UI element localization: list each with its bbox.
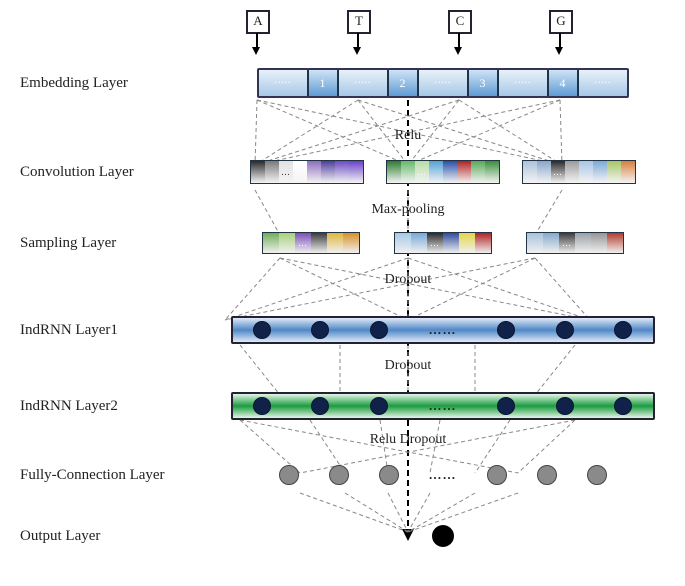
samp-cell	[607, 233, 623, 253]
conv-cell	[251, 161, 265, 183]
fc-node	[329, 465, 349, 485]
fc-node	[487, 465, 507, 485]
label-indrnn1: IndRNN Layer1	[10, 322, 190, 339]
samp-cell	[591, 233, 607, 253]
indrnn-node	[614, 397, 632, 415]
conv-block-1: …	[386, 160, 500, 184]
input-C: C	[448, 10, 472, 34]
samp-block-1: …	[394, 232, 492, 254]
indrnn-node	[497, 321, 515, 339]
label-output: Output Layer	[10, 528, 190, 545]
samp-cell	[311, 233, 327, 253]
label-fc: Fully-Connection Layer	[10, 467, 190, 484]
conv-cell	[443, 161, 457, 183]
conv-cell: …	[551, 161, 565, 183]
op-dropout2: Dropout	[385, 358, 432, 374]
samp-cell	[475, 233, 491, 253]
conv-cell	[349, 161, 363, 183]
samp-cell	[543, 233, 559, 253]
conv-cell: …	[415, 161, 429, 183]
indrnn-node	[311, 397, 329, 415]
input-A: A	[246, 10, 270, 34]
conv-cell	[335, 161, 349, 183]
label-embedding: Embedding Layer	[10, 75, 190, 92]
conv-cell	[321, 161, 335, 183]
samp-cell	[327, 233, 343, 253]
conv-feature-maps: … … …	[250, 160, 636, 184]
label-sampling: Sampling Layer	[10, 235, 190, 252]
conv-cell	[293, 161, 307, 183]
fc-node	[587, 465, 607, 485]
samp-block-0: …	[262, 232, 360, 254]
conv-cell	[457, 161, 471, 183]
samp-cell	[343, 233, 359, 253]
samp-cell	[411, 233, 427, 253]
architecture-diagram: { "inputs": ["A","T","C","G"], "layers":…	[10, 10, 685, 576]
ellipsis: ……	[429, 467, 457, 483]
op-reludrop: Relu Dropout	[370, 432, 447, 448]
indrnn-node	[253, 321, 271, 339]
fc-node	[537, 465, 557, 485]
indrnn-node	[253, 397, 271, 415]
output-node	[432, 525, 454, 547]
conv-block-2: …	[522, 160, 636, 184]
input-T: T	[347, 10, 371, 34]
conv-cell	[471, 161, 485, 183]
indrnn-node	[370, 321, 388, 339]
op-maxpool: Max-pooling	[371, 202, 444, 218]
indrnn-node	[556, 397, 574, 415]
samp-block-2: …	[526, 232, 624, 254]
indrnn-node	[556, 321, 574, 339]
fc-node	[379, 465, 399, 485]
samp-cell	[459, 233, 475, 253]
indrnn-node	[311, 321, 329, 339]
samp-cell	[575, 233, 591, 253]
conv-cell	[607, 161, 621, 183]
conv-cell	[485, 161, 499, 183]
sampling-feature-maps: … … …	[262, 232, 624, 254]
ellipsis: ……	[428, 322, 456, 338]
conv-cell	[307, 161, 321, 183]
samp-cell: …	[295, 233, 311, 253]
conv-cell	[537, 161, 551, 183]
samp-cell	[395, 233, 411, 253]
conv-cell	[387, 161, 401, 183]
input-G: G	[549, 10, 573, 34]
conv-cell	[579, 161, 593, 183]
indrnn-node	[614, 321, 632, 339]
label-indrnn2: IndRNN Layer2	[10, 398, 190, 415]
indrnn1-bar: ……	[231, 316, 655, 344]
indrnn2-bar: ……	[231, 392, 655, 420]
samp-cell	[263, 233, 279, 253]
indrnn-node	[370, 397, 388, 415]
conv-cell	[593, 161, 607, 183]
label-convolution: Convolution Layer	[10, 164, 190, 181]
input-tokens: A T C G	[10, 10, 685, 50]
samp-cell: …	[427, 233, 443, 253]
op-dropout1: Dropout	[385, 272, 432, 288]
ellipsis: ……	[428, 398, 456, 414]
conv-cell: …	[279, 161, 293, 183]
indrnn-node	[497, 397, 515, 415]
samp-cell: …	[559, 233, 575, 253]
samp-cell	[527, 233, 543, 253]
samp-cell	[279, 233, 295, 253]
conv-cell	[621, 161, 635, 183]
embedding-bar: ····· 1 ····· 2 ····· 3 ····· 4 ·····	[257, 68, 629, 98]
conv-cell	[429, 161, 443, 183]
conv-cell	[523, 161, 537, 183]
op-relu1: Relu	[395, 128, 421, 144]
conv-block-0: …	[250, 160, 364, 184]
conv-cell	[265, 161, 279, 183]
conv-cell	[565, 161, 579, 183]
conv-cell	[401, 161, 415, 183]
fc-nodes: ……	[279, 465, 607, 485]
fc-node	[279, 465, 299, 485]
samp-cell	[443, 233, 459, 253]
